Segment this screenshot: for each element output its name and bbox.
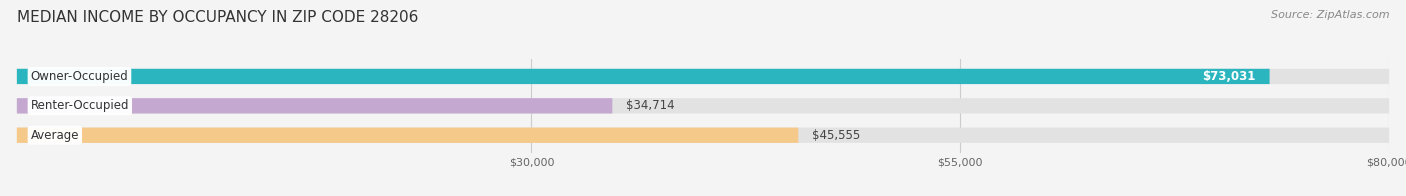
Text: $34,714: $34,714 [626,99,675,112]
FancyBboxPatch shape [17,69,1389,84]
Text: MEDIAN INCOME BY OCCUPANCY IN ZIP CODE 28206: MEDIAN INCOME BY OCCUPANCY IN ZIP CODE 2… [17,10,418,25]
Text: $45,555: $45,555 [813,129,860,142]
FancyBboxPatch shape [17,128,799,143]
Text: Owner-Occupied: Owner-Occupied [31,70,128,83]
FancyBboxPatch shape [17,98,1389,113]
FancyBboxPatch shape [17,69,1270,84]
FancyBboxPatch shape [17,98,613,113]
Text: Source: ZipAtlas.com: Source: ZipAtlas.com [1271,10,1389,20]
Text: Renter-Occupied: Renter-Occupied [31,99,129,112]
Text: Average: Average [31,129,79,142]
Text: $73,031: $73,031 [1202,70,1256,83]
FancyBboxPatch shape [17,128,1389,143]
